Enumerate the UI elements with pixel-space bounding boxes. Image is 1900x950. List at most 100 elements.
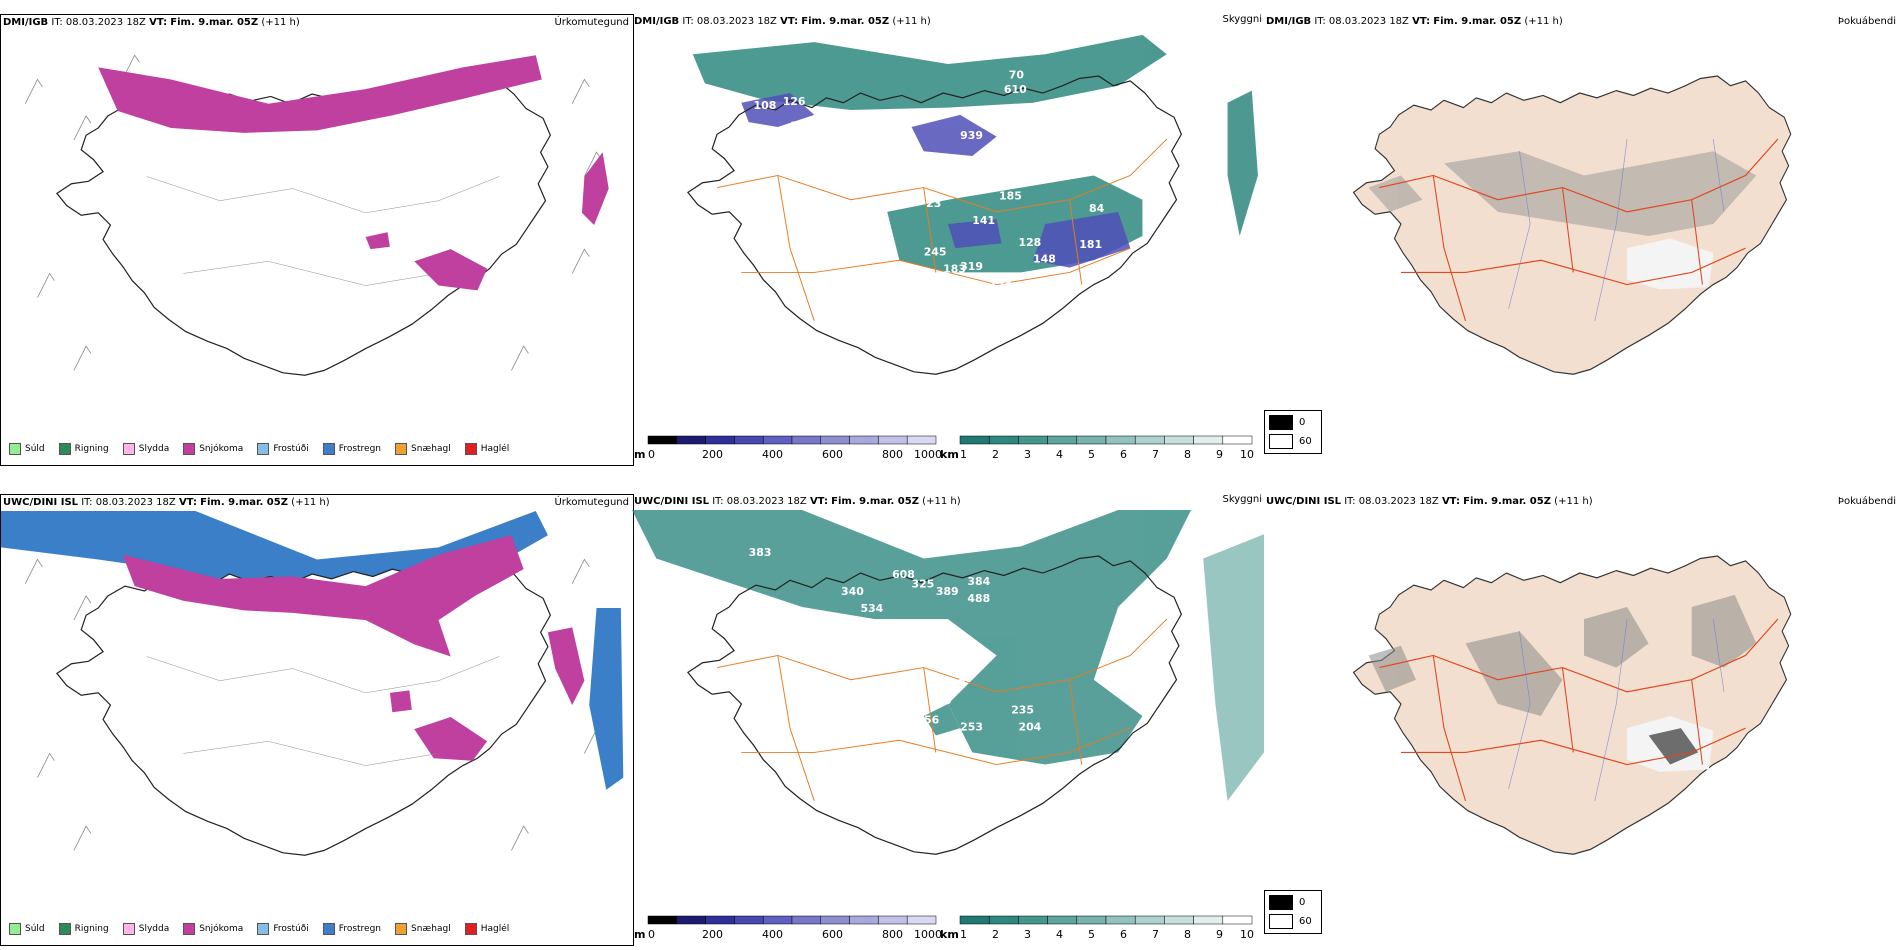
- fog-map: [1352, 75, 1792, 375]
- colorbar-segment: [820, 915, 850, 925]
- vis-tick: 4: [1056, 928, 1063, 940]
- height-label: 148: [1033, 253, 1056, 266]
- ceiling-tick: 0: [648, 448, 655, 460]
- legend-item: Haglél: [464, 923, 509, 935]
- height-label: 730: [943, 638, 966, 651]
- colorbar-segment: [1164, 915, 1194, 925]
- colorbar-segment: [1076, 915, 1107, 925]
- vis-tick: 9: [1216, 448, 1223, 460]
- colorbar-segment: [734, 915, 764, 925]
- colorbar-segment: [762, 435, 793, 445]
- height-label: 185: [999, 190, 1022, 203]
- panel-title: Skyggni: [1222, 494, 1262, 505]
- height-label: 187: [953, 660, 976, 673]
- legend-item: Frostúði: [257, 923, 309, 935]
- height-label: 141: [972, 214, 995, 227]
- legend-swatch: [183, 923, 196, 935]
- height-label: 84: [1089, 202, 1105, 215]
- precip-map: [24, 54, 609, 376]
- ceiling-tick: 800: [882, 448, 903, 460]
- panel-title: Þokuábendi: [1837, 16, 1896, 27]
- ceiling-unit: m: [634, 448, 645, 460]
- panel-header: UWC/DINI ISL IT: 08.03.2023 18Z VT: Fim.…: [1266, 496, 1593, 507]
- colorbar-segment: [1134, 435, 1165, 445]
- ceiling-tick: 0: [648, 928, 655, 940]
- ceiling-map: 383 608 340 325 389 384 488 534 890 730 …: [632, 510, 1264, 855]
- ceiling-tick: 600: [822, 928, 843, 940]
- legend-item: Slydda: [122, 923, 169, 935]
- legend-swatch: [9, 443, 21, 455]
- height-label: 556: [916, 713, 939, 726]
- height-label: 340: [841, 585, 864, 598]
- fog-legend: 0 60: [1264, 890, 1322, 934]
- legend-item: Súld: [9, 443, 45, 455]
- colorbar-segment: [878, 915, 908, 925]
- colorbar-segment: [1164, 435, 1194, 445]
- colorbar-segment: [1105, 915, 1136, 925]
- height-label: 181: [1079, 238, 1102, 251]
- colorbar-segment: [676, 435, 706, 445]
- colorbar-segment: [906, 435, 937, 445]
- snow-areas: [98, 55, 609, 291]
- vis-tick: 3: [1024, 448, 1031, 460]
- fog-panel-uwc: UWC/DINI ISL IT: 08.03.2023 18Z VT: Fim.…: [1264, 494, 1900, 944]
- height-label: 26: [1026, 153, 1041, 166]
- visibility-unit: km: [940, 928, 959, 940]
- colorbar-segment: [988, 915, 1019, 925]
- vis-tick: 8: [1184, 928, 1191, 940]
- height-label: 890: [822, 619, 845, 632]
- ceiling-tick: 200: [702, 928, 723, 940]
- legend-item: Rigning: [58, 923, 109, 935]
- height-label: 253: [960, 721, 983, 734]
- visibility-unit: km: [940, 448, 959, 460]
- fog-swatch-high: [1269, 914, 1293, 929]
- visibility-colorbar: km 1 2 3 4 5 6 7 8 9 10: [940, 435, 1254, 460]
- colorbar-segment: [1047, 435, 1078, 445]
- height-label: 939: [960, 129, 983, 142]
- vis-tick: 6: [1120, 928, 1127, 940]
- vis-tick: 5: [1088, 928, 1095, 940]
- ceiling-tick: 400: [762, 448, 783, 460]
- height-label: 70: [1009, 68, 1025, 81]
- freezing-rain-area: [589, 607, 624, 790]
- colorbar-segment: [1018, 435, 1048, 445]
- roads: [146, 176, 500, 286]
- vis-tick: 10: [1240, 448, 1254, 460]
- legend-item: Snjókoma: [183, 443, 243, 455]
- height-label: 389: [936, 585, 959, 598]
- glacier-area: [1627, 238, 1714, 290]
- low-ceiling-areas: [741, 93, 1131, 268]
- legend-item: Frostúði: [257, 443, 309, 455]
- colorbar-segment: [849, 915, 879, 925]
- height-label: 488: [967, 592, 990, 605]
- colorbar-segment: [959, 915, 990, 925]
- low-vis-areas: [632, 510, 1264, 801]
- panel-header: DMI/IGB IT: 08.03.2023 18Z VT: Fim. 9.ma…: [1266, 16, 1563, 27]
- snow-areas: [122, 535, 585, 761]
- ceiling-panel-uwc: UWC/DINI ISL IT: 08.03.2023 18Z VT: Fim.…: [632, 494, 1264, 944]
- legend-item: Haglél: [464, 443, 509, 455]
- rivers: [1508, 139, 1725, 321]
- vis-tick: 5: [1088, 448, 1095, 460]
- colorbar-segment: [1134, 915, 1165, 925]
- height-label: 383: [749, 546, 772, 559]
- legend-swatch: [58, 923, 71, 935]
- precip-legend: Súld Rigning Slydda Snjókoma Frostúði Fr…: [9, 443, 509, 455]
- height-label: 160: [790, 119, 813, 132]
- height-label: 384: [967, 575, 990, 588]
- colorbar-segment: [1222, 435, 1253, 445]
- colorbar-segment: [1076, 435, 1107, 445]
- legend-item: Snjókoma: [183, 923, 243, 935]
- legend-item: Snæhagl: [395, 923, 451, 935]
- ceiling-map: 108 126 160 141 82 254 939 70 26 146 23 …: [687, 34, 1258, 375]
- fog-swatch-low: [1269, 895, 1293, 910]
- height-label: 325: [912, 578, 935, 591]
- fog-areas: [1368, 151, 1757, 237]
- height-label: 23: [926, 197, 941, 210]
- fog-areas: [1368, 594, 1757, 717]
- height-label: 722: [890, 696, 913, 709]
- legend-swatch: [464, 443, 477, 455]
- roads: [716, 138, 1168, 322]
- legend-swatch: [395, 923, 408, 935]
- legend-item: Snæhagl: [395, 443, 451, 455]
